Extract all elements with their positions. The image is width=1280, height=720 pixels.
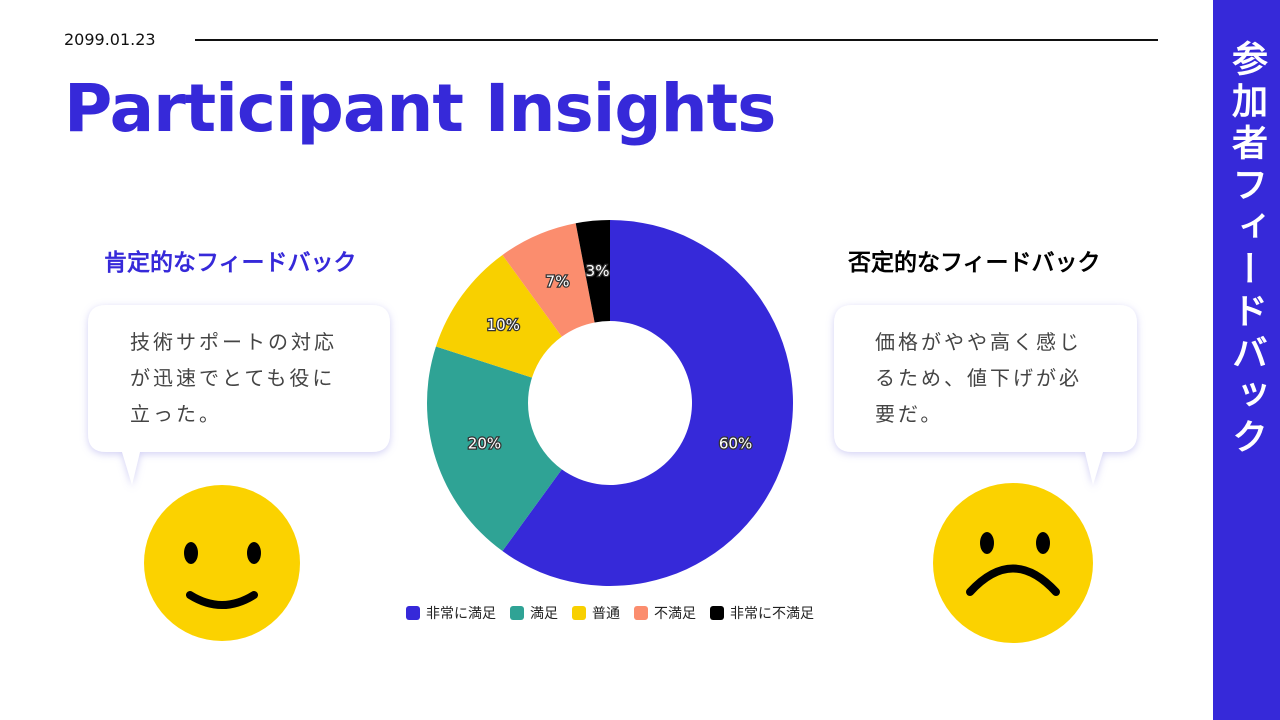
positive-text: 技術サポートの対応が迅速でとても役に立った。 bbox=[130, 330, 337, 426]
donut-segment bbox=[575, 220, 610, 323]
donut-segment bbox=[502, 223, 595, 337]
donut-segment bbox=[435, 254, 562, 378]
legend: 非常に満足 満足 普通 不満足 非常に不満足 bbox=[300, 603, 920, 623]
donut-segment bbox=[427, 346, 562, 552]
date: 2099.01.23 bbox=[64, 30, 156, 49]
sad-face bbox=[933, 483, 1093, 643]
negative-bubble bbox=[834, 305, 1137, 485]
legend-swatch bbox=[572, 606, 586, 620]
segment-label: 20% bbox=[468, 434, 501, 452]
legend-swatch bbox=[634, 606, 648, 620]
legend-item: 非常に不満足 bbox=[710, 603, 814, 623]
negative-text: 価格がやや高く感じるため、値下げが必要だ。 bbox=[875, 330, 1082, 426]
legend-label: 普通 bbox=[592, 606, 620, 622]
legend-swatch bbox=[510, 606, 524, 620]
happy-face bbox=[144, 485, 300, 641]
legend-item: 非常に満足 bbox=[406, 603, 496, 623]
legend-label: 非常に不満足 bbox=[730, 606, 814, 622]
donut-chart: 60% 20% 10% 7% 3% bbox=[427, 220, 794, 586]
legend-item: 満足 bbox=[510, 603, 558, 623]
legend-swatch bbox=[710, 606, 724, 620]
positive-bubble bbox=[88, 305, 390, 485]
segment-label: 7% bbox=[546, 272, 570, 290]
donut-segment bbox=[502, 220, 794, 586]
legend-item: 普通 bbox=[572, 603, 620, 623]
legend-swatch bbox=[406, 606, 420, 620]
negative-heading: 否定的なフィードバック bbox=[848, 250, 1101, 276]
sidebar bbox=[1213, 0, 1280, 720]
rule bbox=[195, 39, 1158, 41]
art: 60% 20% 10% 7% 3% bbox=[88, 220, 1137, 643]
legend-label: 満足 bbox=[530, 606, 558, 622]
segment-label: 10% bbox=[487, 316, 520, 334]
legend-label: 不満足 bbox=[654, 606, 696, 622]
segment-label: 60% bbox=[719, 434, 752, 452]
sidebar-text: 参加者フィードバック bbox=[1226, 40, 1267, 460]
positive-heading: 肯定的なフィードバック bbox=[104, 250, 357, 276]
legend-item: 不満足 bbox=[634, 603, 696, 623]
title: Participant Insights bbox=[64, 70, 776, 147]
legend-label: 非常に満足 bbox=[426, 606, 496, 622]
segment-label: 3% bbox=[586, 262, 610, 280]
